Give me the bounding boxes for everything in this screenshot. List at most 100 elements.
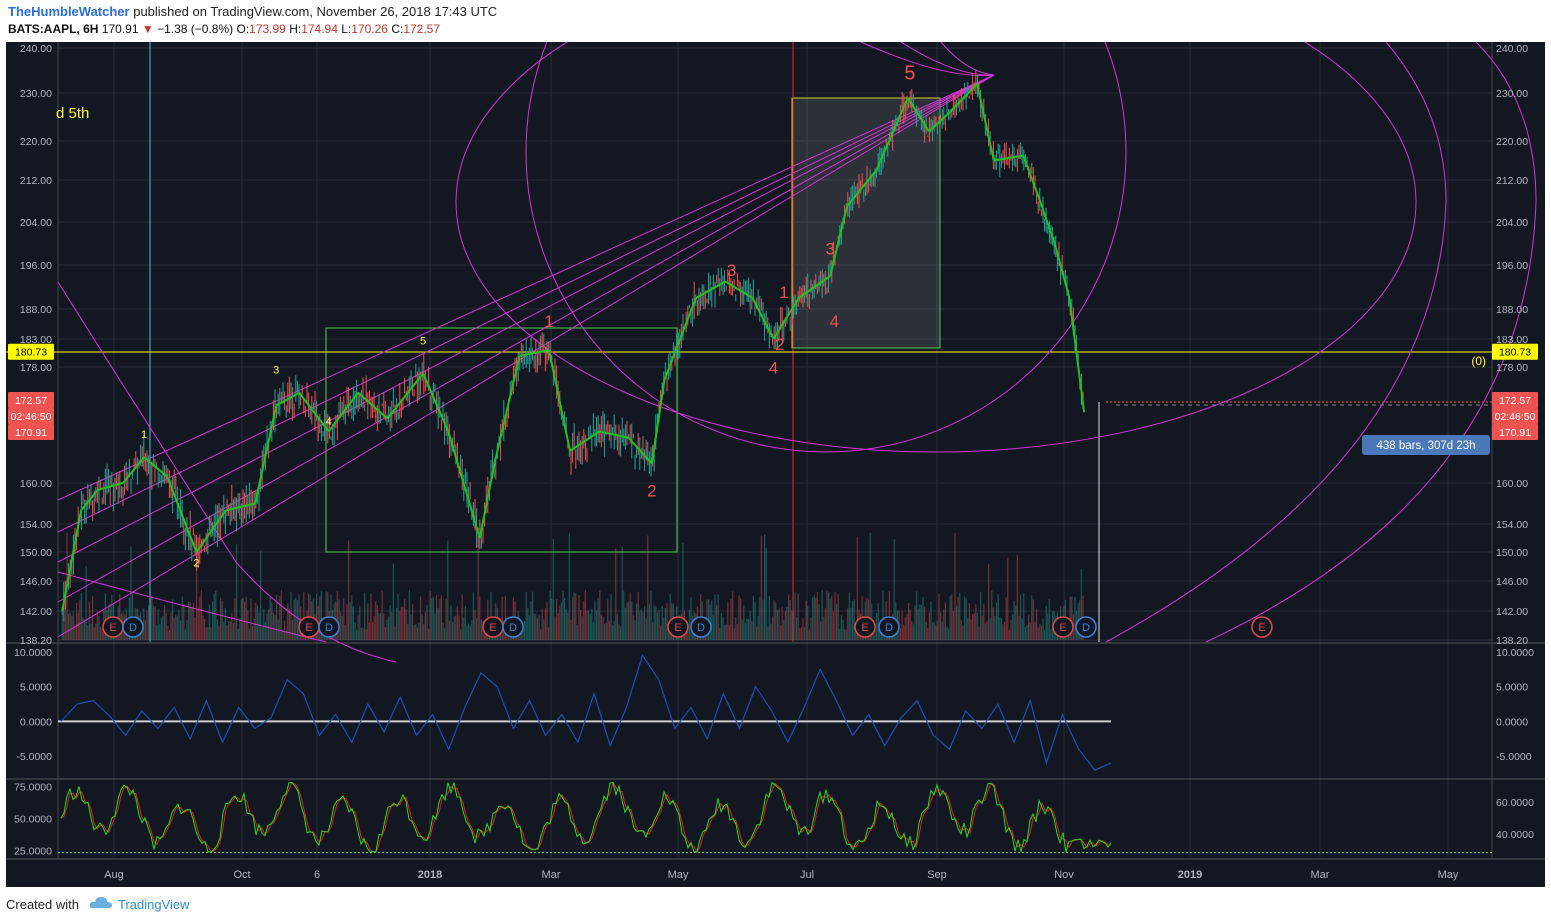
stochastic-pane[interactable]: 75.0000 50.0000 25.0000 60.0000 40.0000 bbox=[14, 781, 1534, 857]
zigzag-segment bbox=[846, 169, 878, 207]
earnings-event-icon[interactable]: E bbox=[1251, 616, 1273, 638]
measure-tooltip[interactable]: 438 bars, 307d 23h bbox=[1362, 435, 1490, 455]
dividend-event-icon[interactable]: D bbox=[1075, 616, 1097, 638]
event-letter: D bbox=[697, 622, 705, 634]
zigzag-segment bbox=[599, 430, 629, 439]
author-link[interactable]: TheHumbleWatcher bbox=[8, 4, 130, 19]
price-axis-left-label: 183.00 bbox=[20, 334, 52, 346]
zigzag-segment bbox=[61, 510, 83, 612]
time-axis-label: Jul bbox=[800, 869, 814, 881]
earnings-event-icon[interactable]: E bbox=[298, 616, 320, 638]
level-badge-left-text: 180.73 bbox=[15, 347, 47, 359]
earnings-event-icon[interactable]: E bbox=[667, 616, 689, 638]
close-value: 172.57 bbox=[403, 22, 441, 36]
current-price-badge-left-bg bbox=[8, 423, 54, 440]
current-price-badge-left: 170.91 bbox=[8, 423, 54, 440]
last-price: 170.91 bbox=[101, 22, 139, 36]
zigzag-segment bbox=[225, 502, 256, 512]
zigzag-segment bbox=[928, 111, 951, 133]
time-axis-label: Mar bbox=[542, 869, 561, 881]
range-box-2018-summer[interactable] bbox=[791, 97, 941, 349]
chart-svg[interactable]: 1 2 3 4 2 1 3 4 5 1 2 3 4 5 d 5th (0) E D E D E D E D E D E D E 240.… bbox=[6, 0, 1545, 887]
earnings-event-icon[interactable]: E bbox=[1052, 616, 1074, 638]
time-axis-label: 2019 bbox=[1178, 869, 1202, 881]
open-label: O: bbox=[236, 22, 250, 36]
dividend-event-icon[interactable]: D bbox=[318, 616, 340, 638]
axis-layer: 240.00 240.00 230.00 230.00 220.00 220.00 212.… bbox=[20, 43, 1528, 881]
oscillator-axis-right-label: 5.0000 bbox=[1496, 682, 1528, 694]
time-axis-label: May bbox=[668, 869, 689, 881]
tradingview-brand-link[interactable]: TradingView bbox=[118, 897, 190, 912]
low-value: 170.26 bbox=[351, 22, 388, 36]
partial-text-label: d 5th bbox=[56, 105, 89, 122]
price-axis-right-label: 204.00 bbox=[1496, 217, 1528, 229]
event-letter: E bbox=[489, 622, 496, 634]
price-axis-right-label: 212.00 bbox=[1496, 175, 1528, 187]
level-badge-left-bg bbox=[8, 343, 54, 360]
current-price-badge-right-bg bbox=[1492, 423, 1538, 440]
zigzag-segment bbox=[695, 280, 726, 299]
time-axis-label: 2018 bbox=[418, 869, 442, 881]
zigzag-segment bbox=[548, 349, 571, 451]
oscillator-axis-left-label: -5.0000 bbox=[16, 751, 52, 763]
time-axis-label: 6 bbox=[314, 869, 320, 881]
dividend-event-icon[interactable]: D bbox=[878, 616, 900, 638]
price-axis-left-label: 154.00 bbox=[20, 519, 52, 531]
time-axis-label: Aug bbox=[104, 869, 124, 881]
price-axis-right-label: 146.00 bbox=[1496, 576, 1528, 588]
event-letter: D bbox=[325, 622, 333, 634]
publish-info: published on TradingView.com, November 2… bbox=[133, 4, 498, 19]
zigzag-segment bbox=[80, 489, 99, 511]
time-axis-label: Nov bbox=[1054, 869, 1074, 881]
current-price-badge-right: 170.91 bbox=[1492, 423, 1538, 440]
measure-tooltip-bg bbox=[1362, 435, 1490, 455]
measure-tooltip-text: 438 bars, 307d 23h bbox=[1376, 440, 1475, 452]
fib-arcs[interactable] bbox=[57, 0, 1537, 663]
event-letter: E bbox=[1258, 622, 1265, 634]
chart-area[interactable]: 1 2 3 4 2 1 3 4 5 1 2 3 4 5 d 5th (0) E D E D E D E D E D E D E 240.… bbox=[6, 0, 1545, 887]
countdown-badge-right-text: 02:46:50 bbox=[1495, 411, 1536, 423]
zigzag-segment bbox=[772, 297, 800, 340]
price-axis-left-label: 142.00 bbox=[20, 606, 52, 618]
price-axis-right-label: 196.00 bbox=[1496, 260, 1528, 272]
event-letter: E bbox=[1059, 622, 1066, 634]
wave-label-yellow: 1 bbox=[141, 429, 147, 441]
event-circle bbox=[1251, 616, 1273, 638]
symbol-legend: BATS:AAPL, 6H 170.91 ▼ −1.38 (−0.8%) O:1… bbox=[8, 22, 440, 36]
price-axis-left-label: 240.00 bbox=[20, 43, 52, 55]
oscillator-line bbox=[60, 654, 1112, 771]
oscillator-pane[interactable]: 10.0000 10.0000 5.0000 5.0000 0.0000 0.0000 -5… bbox=[14, 647, 1534, 771]
wave-label-yellow: 3 bbox=[273, 364, 279, 376]
countdown-badge-left: 02:46:50 bbox=[8, 407, 54, 424]
price-axis-left-label: 220.00 bbox=[20, 136, 52, 148]
stoch-axis-left-label: 50.0000 bbox=[14, 814, 52, 826]
event-letter: E bbox=[674, 622, 681, 634]
wave-label-yellow: 4 bbox=[326, 416, 332, 428]
countdown-badge-left-text: 02:46:50 bbox=[11, 411, 52, 423]
stoch-axis-right-label: 40.0000 bbox=[1496, 829, 1534, 841]
symbol-name[interactable]: BATS:AAPL, 6H bbox=[8, 22, 99, 36]
wave-label-red: 5 bbox=[904, 63, 915, 85]
current-price-badge-left-text: 170.91 bbox=[15, 427, 47, 439]
wave-label-red: 4 bbox=[769, 358, 778, 377]
zigzag-segment bbox=[949, 83, 978, 113]
price-axis-right-label: 240.00 bbox=[1496, 43, 1528, 55]
price-axis-right-label: 178.00 bbox=[1496, 362, 1528, 374]
zigzag-layer bbox=[61, 83, 1086, 612]
range-box-2017[interactable] bbox=[325, 327, 678, 553]
dividend-event-icon[interactable]: D bbox=[502, 616, 524, 638]
zigzag-segment bbox=[1068, 297, 1086, 413]
earnings-event-icon[interactable]: E bbox=[854, 616, 876, 638]
earnings-event-icon[interactable]: E bbox=[482, 616, 504, 638]
publish-line: TheHumbleWatcher published on TradingVie… bbox=[8, 4, 497, 19]
last-price-badge-left-bg bbox=[8, 391, 54, 408]
zigzag-segment bbox=[122, 456, 145, 484]
time-axis-label: Sep bbox=[927, 869, 947, 881]
event-circle bbox=[502, 616, 524, 638]
dividend-event-icon[interactable]: D bbox=[122, 616, 144, 638]
wave-labels: 1 2 3 4 2 1 3 4 5 1 2 3 4 5 d 5th (0) E D E D E D E D E D E D E bbox=[56, 63, 1486, 638]
time-axis-label: May bbox=[1438, 869, 1459, 881]
earnings-event-icon[interactable]: E bbox=[102, 616, 124, 638]
dividend-event-icon[interactable]: D bbox=[690, 616, 712, 638]
time-axis-label: Oct bbox=[233, 869, 250, 881]
